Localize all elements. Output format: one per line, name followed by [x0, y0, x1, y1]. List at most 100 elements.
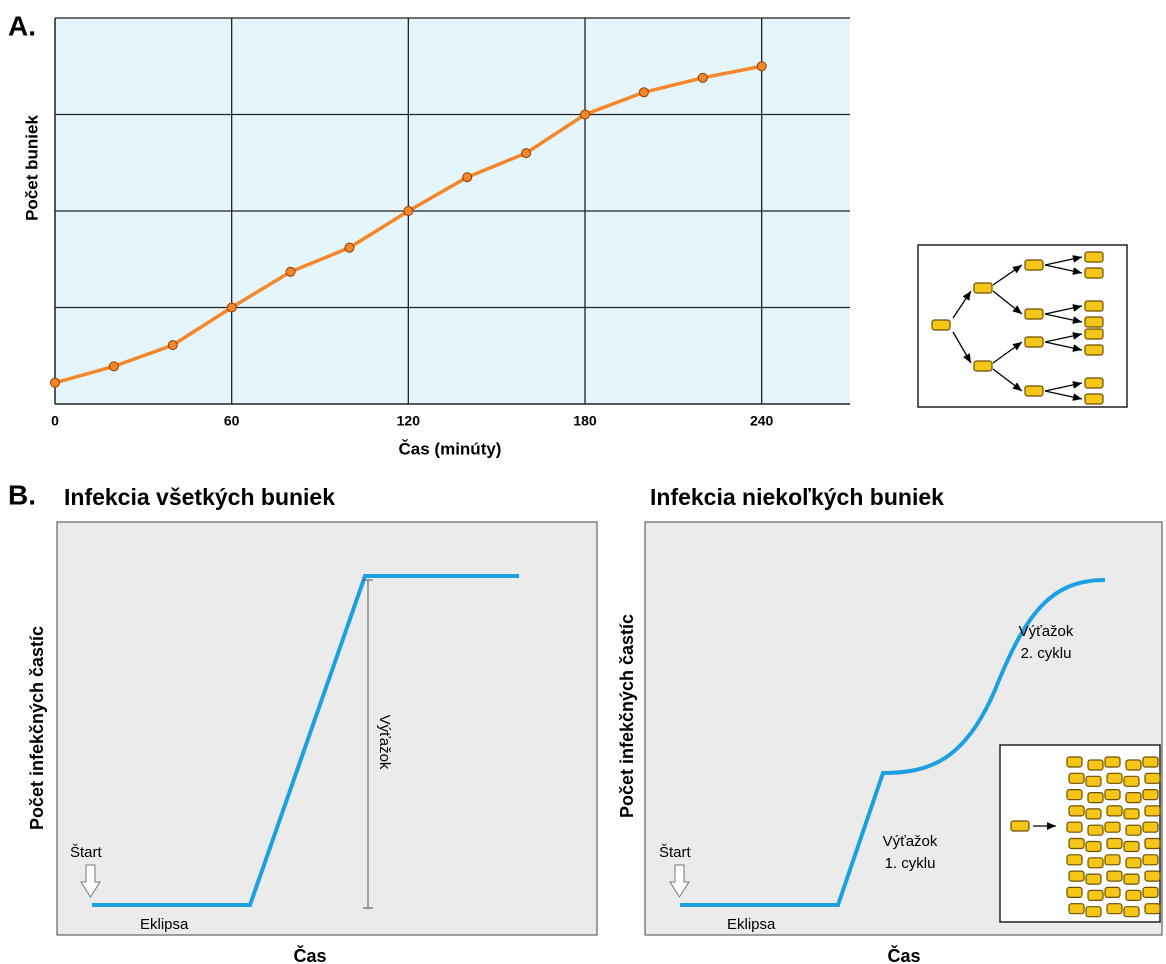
data-point: [345, 243, 354, 252]
data-point: [463, 173, 472, 182]
cell-icon: [1067, 790, 1082, 800]
data-point: [109, 362, 118, 371]
cell-icon: [1145, 806, 1160, 816]
cell-icon: [1107, 839, 1122, 849]
cell-icon: [1124, 809, 1139, 819]
cell-icon: [974, 283, 992, 293]
cell-icon: [1124, 907, 1139, 917]
cell-icon: [1126, 858, 1141, 868]
cell-icon: [1069, 871, 1084, 881]
cell-icon: [1145, 773, 1160, 783]
cell-icon: [1105, 790, 1120, 800]
x-tick-label: 180: [573, 413, 597, 429]
cell-icon: [1069, 806, 1084, 816]
cell-icon: [1088, 825, 1103, 835]
cell-icon: [1086, 874, 1101, 884]
cell-icon: [1143, 757, 1158, 767]
annotation: 2. cyklu: [1021, 645, 1072, 662]
x-axis-label: Čas: [293, 945, 326, 964]
cell-icon: [1145, 904, 1160, 914]
cell-icon: [1085, 268, 1103, 278]
cell-icon: [1145, 839, 1160, 849]
annotation: Výťažok: [376, 715, 393, 770]
cell-icon: [1067, 757, 1082, 767]
data-point: [581, 110, 590, 119]
figure: 060120180240Čas (minúty)Počet buniek A. …: [0, 0, 1166, 964]
cell-icon: [1025, 309, 1043, 319]
page: {"chart_data":[ {"type":"line","panel_la…: [0, 0, 1166, 964]
cell-icon: [1126, 760, 1141, 770]
cell-icon: [1105, 757, 1120, 767]
annotation: Výťažok: [1019, 623, 1074, 640]
cell-icon: [1088, 793, 1103, 803]
cell-icon: [1126, 793, 1141, 803]
cell-icon: [1067, 855, 1082, 865]
cell-icon: [1085, 317, 1103, 327]
annotation: Eklipsa: [727, 916, 776, 933]
cell-icon: [1025, 337, 1043, 347]
cell-icon: [1124, 874, 1139, 884]
data-point: [522, 149, 531, 158]
cell-icon: [974, 361, 992, 371]
cell-icon: [1088, 760, 1103, 770]
cell-icon: [1069, 904, 1084, 914]
cell-icon: [1143, 855, 1158, 865]
data-point: [286, 267, 295, 276]
data-point: [168, 341, 177, 350]
y-axis-label: Počet infekčných častíc: [617, 614, 637, 818]
cell-icon: [1086, 776, 1101, 786]
cell-icon: [1085, 329, 1103, 339]
x-tick-label: 120: [397, 413, 421, 429]
x-tick-label: 60: [224, 413, 240, 429]
cell-icon: [1107, 871, 1122, 881]
cell-icon: [1107, 904, 1122, 914]
cell-icon: [1088, 890, 1103, 900]
x-axis-label: Čas: [887, 945, 920, 964]
cell-icon: [1069, 773, 1084, 783]
cell-icon: [1025, 260, 1043, 270]
panel-label: B.: [8, 479, 36, 510]
annotation: Výťažok: [883, 833, 938, 850]
cell-icon: [1086, 907, 1101, 917]
data-point: [404, 207, 413, 216]
annotation: Štart: [659, 844, 692, 861]
cell-icon: [1069, 839, 1084, 849]
cell-icon: [1086, 809, 1101, 819]
annotation: Eklipsa: [140, 916, 189, 933]
cell-icon: [1105, 855, 1120, 865]
cell-icon: [1105, 887, 1120, 897]
y-axis-label: Počet buniek: [22, 115, 41, 221]
cell-icon: [1025, 386, 1043, 396]
x-tick-label: 240: [750, 413, 774, 429]
annotation: Štart: [70, 844, 103, 861]
cell-icon: [1067, 887, 1082, 897]
cell-icon: [1126, 890, 1141, 900]
cell-icon: [1143, 887, 1158, 897]
cell-icon: [1085, 301, 1103, 311]
cell-icon: [1126, 825, 1141, 835]
cell-icon: [1085, 394, 1103, 404]
cell-icon: [1124, 842, 1139, 852]
cell-icon: [1107, 773, 1122, 783]
cell-icon: [1124, 776, 1139, 786]
cell-icon: [1143, 822, 1158, 832]
x-tick-label: 0: [51, 413, 59, 429]
cell-icon: [932, 320, 950, 330]
data-point: [698, 73, 707, 82]
cell-icon: [1145, 871, 1160, 881]
data-point: [227, 303, 236, 312]
annotation: 1. cyklu: [885, 855, 936, 872]
y-axis-label: Počet infekčných častíc: [27, 626, 47, 830]
chart-title: Infekcia niekoľkých buniek: [650, 484, 944, 510]
cell-icon: [1088, 858, 1103, 868]
cell-icon: [1107, 806, 1122, 816]
chart-title: Infekcia všetkých buniek: [64, 484, 335, 510]
data-point: [757, 62, 766, 71]
cell-icon: [1085, 378, 1103, 388]
cell-icon: [1085, 345, 1103, 355]
cell-icon: [1105, 822, 1120, 832]
panel-label: A.: [8, 10, 36, 41]
cell-icon: [1086, 842, 1101, 852]
plot-area: [57, 522, 597, 935]
data-point: [51, 378, 60, 387]
